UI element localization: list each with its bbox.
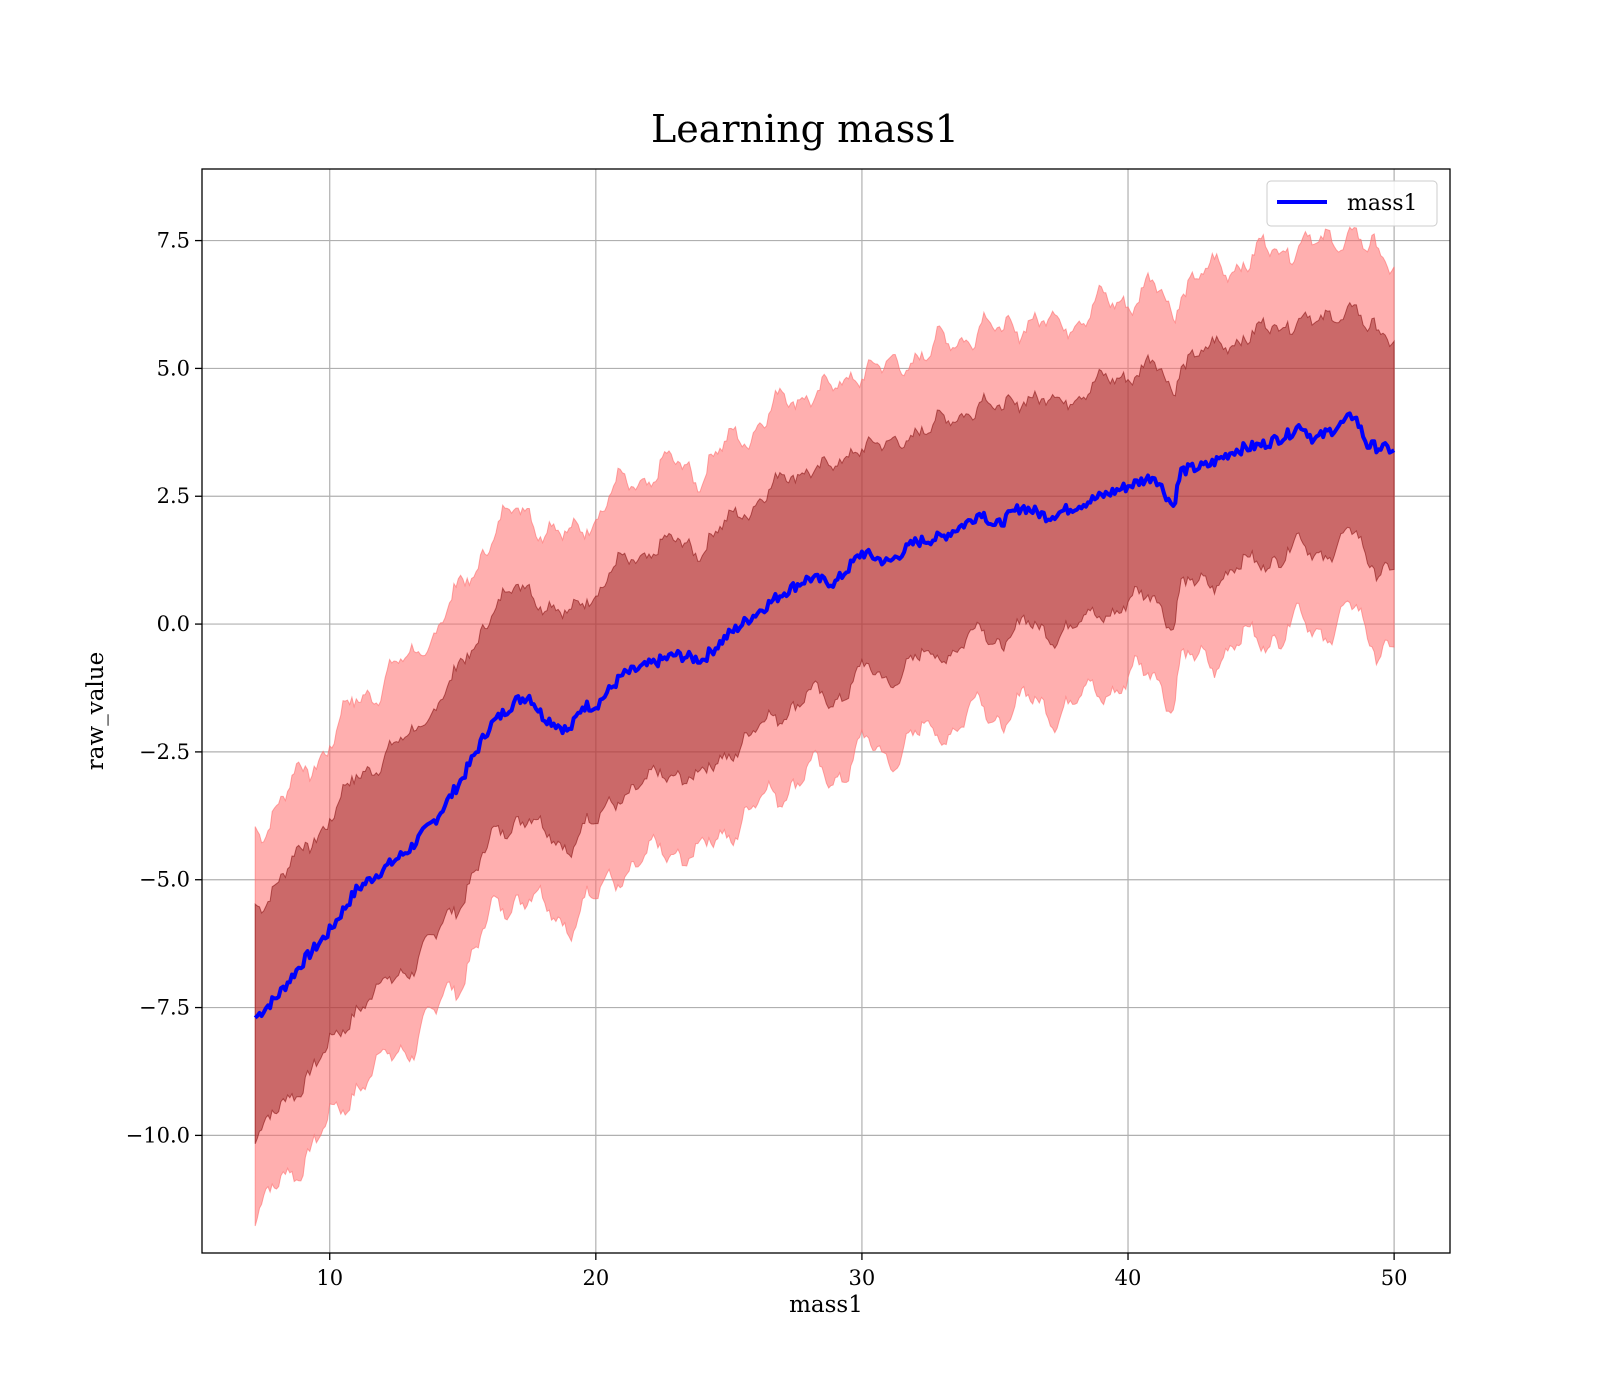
- chart-title: Learning mass1: [651, 107, 959, 151]
- band-outer: [254, 226, 1395, 1227]
- band-inner: [254, 301, 1395, 1144]
- y-tick-label-5: −5.0: [139, 868, 190, 892]
- y-tick-label-2: 2.5: [157, 484, 190, 508]
- series-line-mass1: [253, 411, 1396, 1020]
- x-tick-label-3: 40: [1115, 1266, 1142, 1290]
- x-tick-label-1: 20: [582, 1266, 609, 1290]
- y-tick-label-3: 0.0: [157, 612, 190, 636]
- y-axis-label: raw_value: [83, 652, 109, 770]
- x-tick-label-2: 30: [849, 1266, 876, 1290]
- y-tick-label-0: 7.5: [157, 229, 190, 253]
- x-tick-label-4: 50: [1381, 1266, 1408, 1290]
- x-axis-label: mass1: [789, 1292, 863, 1318]
- legend-label-mass1: mass1: [1347, 191, 1418, 216]
- plot-area: 10 20 30 40 50 7.5 5.0 2.5 0.0 −2.5 −5.0 −7.5 −10.0: [126, 169, 1450, 1290]
- legend-box: [1266, 180, 1438, 227]
- plot-frame: [201, 168, 1451, 1254]
- y-tick-label-1: 5.0: [157, 356, 190, 380]
- y-tick-label-7: −10.0: [126, 1123, 190, 1147]
- x-tick-label-0: 10: [316, 1266, 343, 1290]
- y-tick-label-4: −2.5: [139, 740, 190, 764]
- legend: mass1: [1266, 180, 1438, 227]
- y-tick-label-6: −7.5: [139, 996, 190, 1020]
